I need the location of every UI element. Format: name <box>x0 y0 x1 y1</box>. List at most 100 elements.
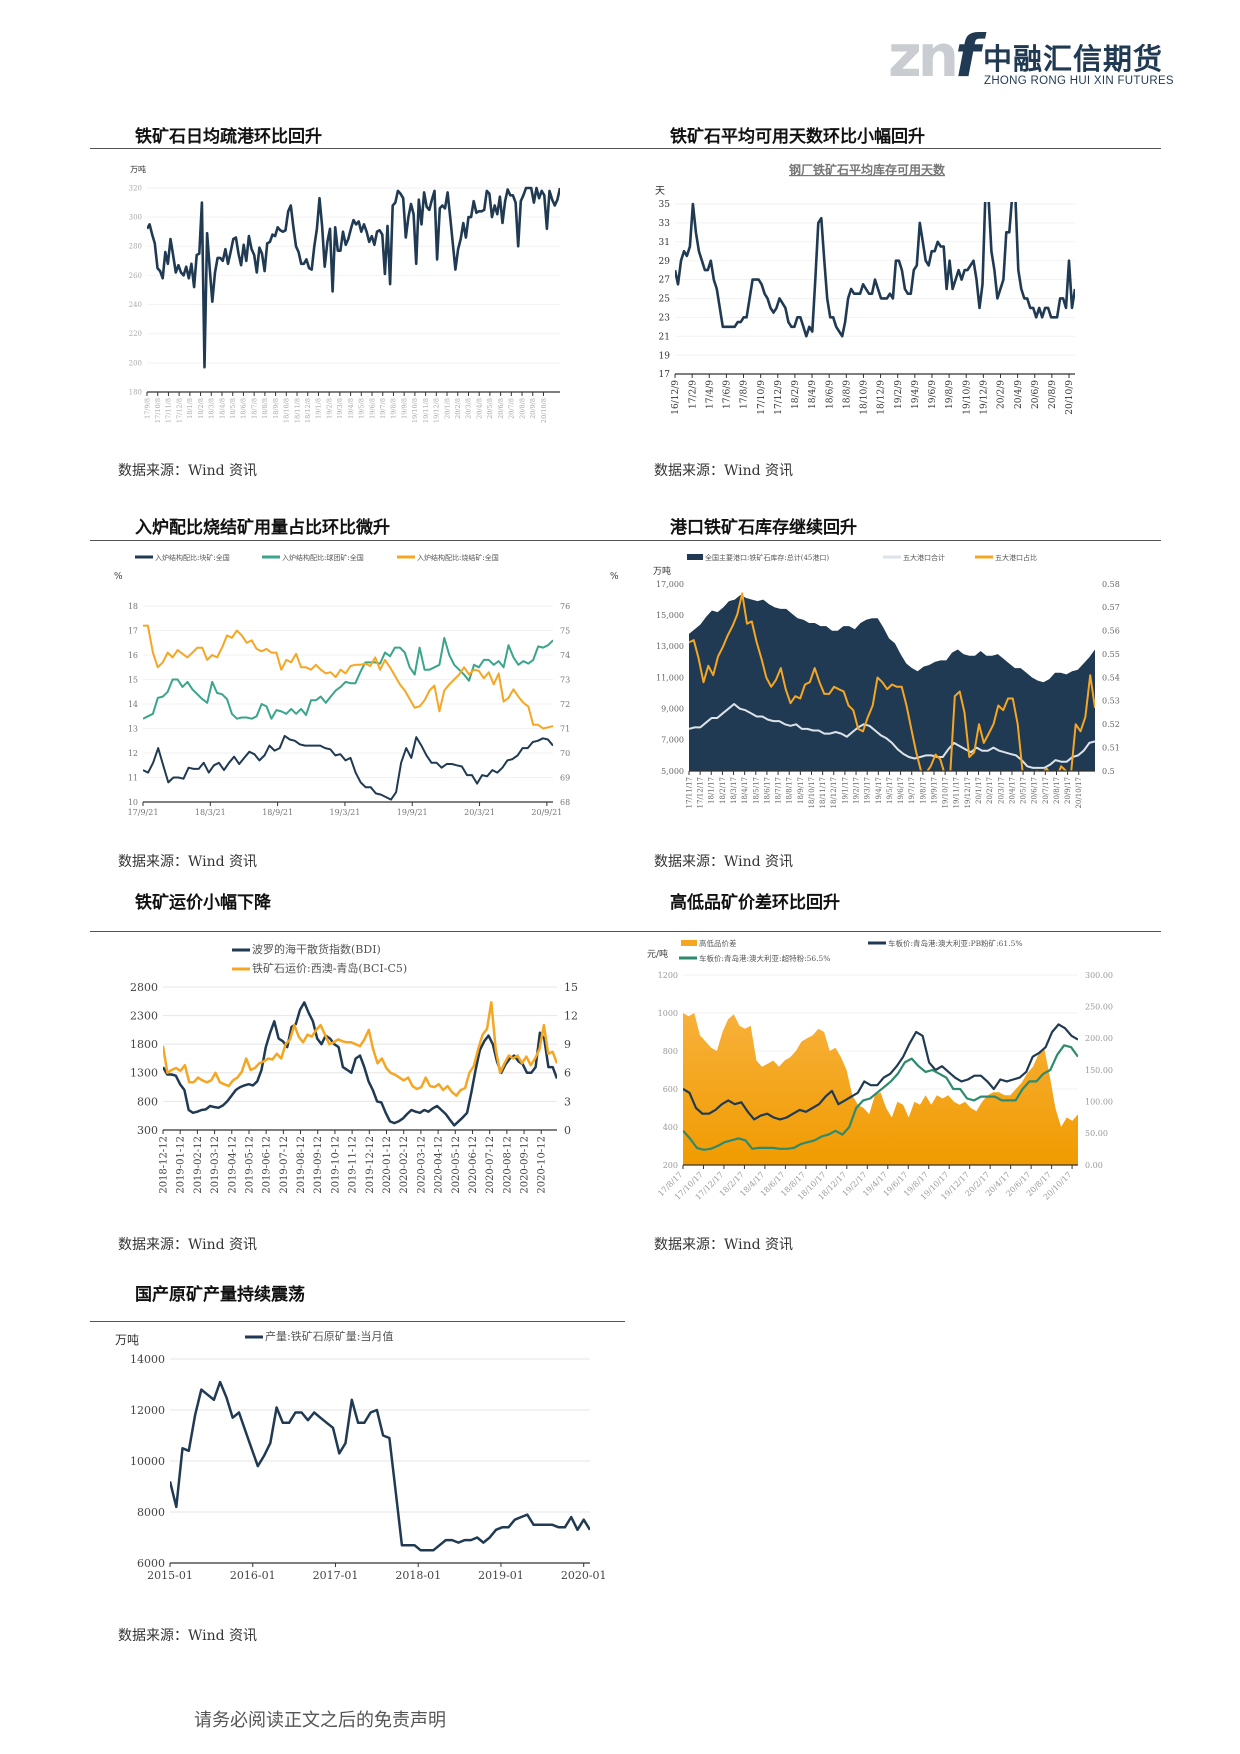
x-tick-label: 18/3/17 <box>730 777 738 804</box>
y-tick-label: 200 <box>663 1161 678 1170</box>
x-tick-label: 19/3/21 <box>330 808 361 817</box>
y-tick-label-right: 68 <box>560 798 570 807</box>
chart-grade-spread: 元/吨 200 400 600 800 1000 1200 0.00 50.00 100.00 15… <box>647 938 1113 1202</box>
plot-area <box>143 624 553 801</box>
y-tick-label: 9,000 <box>661 704 684 713</box>
y-tick-label: 1300 <box>130 1067 158 1080</box>
x-tick-label: 19/9/17 <box>930 777 938 804</box>
series-area-0 <box>683 1013 1078 1165</box>
plot-area <box>675 202 1075 338</box>
y-tick-label-right: 6 <box>564 1067 571 1080</box>
y-tick-label: 10000 <box>130 1455 165 1468</box>
y-tick-label: 2800 <box>130 981 158 994</box>
x-tick-label: 18/7/8 <box>250 398 258 419</box>
x-tick-label: 20/7/8 <box>508 398 516 419</box>
x-tick-label: 19/12/8 <box>433 398 441 423</box>
y-tick-label: 23 <box>659 313 671 323</box>
x-tick-label: 19/10/9 <box>962 380 972 415</box>
x-tick-label: 18/8/17 <box>786 777 794 804</box>
x-tick-label: 2020-04-12 <box>434 1136 445 1194</box>
section-divider <box>90 148 1161 149</box>
y-tick-label: 5,000 <box>661 767 684 776</box>
data-source-note: 数据来源：Wind 资讯 <box>118 854 258 870</box>
series-line-1 <box>163 1001 557 1097</box>
section-title-grade-spread: 高低品矿价差环比回升 <box>670 893 840 913</box>
y-tick-label: 2300 <box>130 1009 158 1022</box>
x-tick-label: 19/4/17 <box>875 777 883 804</box>
x-tick-label: 18/9/21 <box>262 808 293 817</box>
y-tick-label-right: 0.5 <box>1102 767 1115 776</box>
x-tick-label: 20/9/21 <box>531 808 562 817</box>
x-tick-label: 19/2/9 <box>894 380 904 409</box>
x-tick-label: 2019-08-12 <box>296 1136 307 1194</box>
x-tick-label: 17/2/9 <box>688 380 698 409</box>
y-tick-label: 600 <box>663 1085 678 1094</box>
data-source-note: 数据来源：Wind 资讯 <box>654 1237 794 1253</box>
x-tick-label: 19/2/8 <box>325 398 333 419</box>
x-tick-label: 2020-07-12 <box>485 1136 496 1194</box>
legend-label: 高低品价差 <box>699 938 737 948</box>
x-tick-label: 20/10/8 <box>540 398 548 423</box>
y-tick-label: 11,000 <box>656 673 684 682</box>
y-tick-label: 16 <box>128 651 138 660</box>
section-divider <box>90 1321 625 1322</box>
y-tick-label-right: 15 <box>564 981 578 994</box>
y-tick-label-right: 76 <box>560 602 570 611</box>
y-tick-label: 320 <box>129 184 142 192</box>
x-tick-label: 2020-01-12 <box>382 1136 393 1194</box>
logo-mark-f: f <box>955 22 980 90</box>
series-line-0 <box>170 1380 590 1552</box>
x-tick-label: 20/3/21 <box>464 808 495 817</box>
x-tick-label: 18/10/17 <box>808 777 816 808</box>
chart-port-inventory: 万吨 5,000 7,000 9,000 11,000 13,000 15,000 17,00… <box>653 553 1120 808</box>
x-tick-label: 20/3/17 <box>997 777 1005 804</box>
y-tick-label: 1800 <box>130 1038 158 1051</box>
x-tick-label: 20/7/17 <box>1042 777 1050 804</box>
x-tick-label: 18/10/8 <box>283 398 291 423</box>
y-tick-label: 200 <box>129 359 142 367</box>
x-tick-label: 18/4/9 <box>808 380 818 409</box>
x-tick-label: 2018-12-12 <box>159 1136 170 1194</box>
y-tick-label-right: 9 <box>564 1038 571 1051</box>
x-tick-label: 20/5/17 <box>1020 777 1028 804</box>
y-tick-label: 35 <box>659 200 671 210</box>
y-tick-label-right: 70 <box>560 749 570 758</box>
legend-label: 五大港口占比 <box>995 553 1037 562</box>
y-tick-label-right: 300.00 <box>1085 971 1113 980</box>
x-tick-label: 2020-10-12 <box>537 1136 548 1194</box>
data-source-note: 数据来源：Wind 资讯 <box>118 1237 258 1253</box>
x-tick-label: 20/2/9 <box>997 380 1007 409</box>
y-tick-label-right: 3 <box>564 1095 571 1108</box>
x-tick-label: 20/9/17 <box>1064 777 1072 804</box>
plot-area <box>170 1380 590 1552</box>
x-tick-label: 20/6/8 <box>497 398 505 419</box>
x-tick-label: 18/6/8 <box>240 398 248 419</box>
x-tick-label: 18/3/21 <box>195 808 226 817</box>
y-tick-label: 27 <box>659 276 671 286</box>
x-tick-label: 19/6/9 <box>928 380 938 409</box>
y-tick-label: 21 <box>659 332 670 342</box>
logo-mark: znf <box>888 22 980 90</box>
x-tick-label: 19/9/21 <box>397 808 428 817</box>
y-tick-label: 8000 <box>137 1506 165 1519</box>
x-tick-label: 2020-09-12 <box>520 1136 531 1194</box>
x-tick-label: 19/6/8 <box>368 398 376 419</box>
legend-label: 铁矿石运价:西澳-青岛(BCI-C5) <box>252 961 407 975</box>
x-tick-label: 2019-01-12 <box>176 1136 187 1194</box>
series-line-0 <box>143 734 553 801</box>
y-tick-label: 14000 <box>130 1353 165 1366</box>
x-tick-label: 17/9/21 <box>128 808 159 817</box>
x-tick-label: 20/8/17 <box>1053 777 1061 804</box>
x-tick-label: 2019-04-12 <box>227 1136 238 1194</box>
x-tick-label: 18/1/8 <box>186 398 194 419</box>
y-axis-unit-left: 万吨 <box>653 565 671 577</box>
x-tick-label: 20/6/9 <box>1031 380 1041 409</box>
x-tick-label: 2018-01 <box>395 1569 441 1582</box>
x-tick-label: 17/12/8 <box>175 398 183 423</box>
logo-mark-zn: zn <box>888 22 959 90</box>
legend-label: 五大港口合计 <box>903 553 945 562</box>
plot-area <box>683 1013 1078 1165</box>
x-tick-label: 2020-06-12 <box>468 1136 479 1194</box>
y-tick-label-right: 0.57 <box>1102 603 1120 612</box>
y-tick-label-right: 73 <box>560 675 570 684</box>
